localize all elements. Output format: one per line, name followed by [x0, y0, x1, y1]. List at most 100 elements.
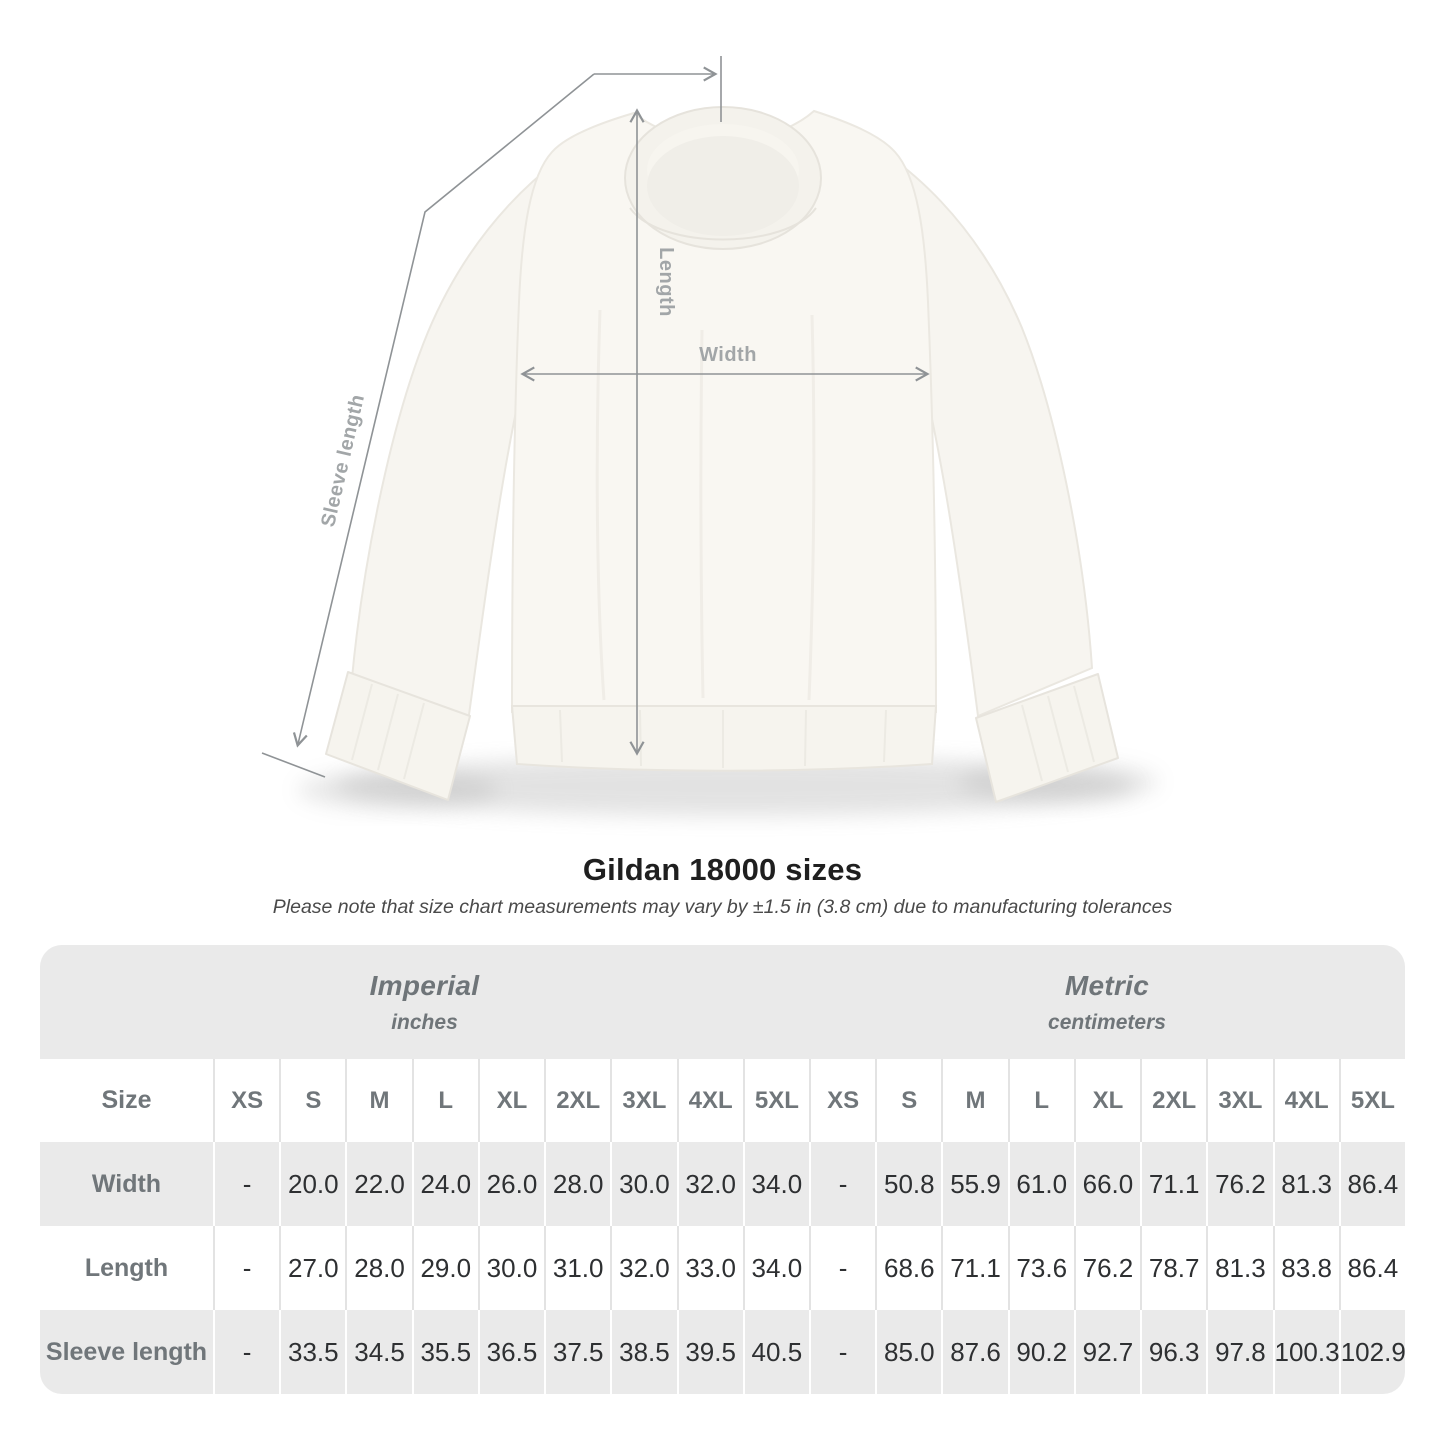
size-table: Imperial inches Metric centimeters Size …	[40, 945, 1406, 1394]
size-table-container: Imperial inches Metric centimeters Size …	[40, 945, 1406, 1394]
size-cell: 28.0	[345, 1226, 412, 1310]
size-cell: 96.3	[1140, 1310, 1207, 1394]
size-col-header: 5XL	[742, 1059, 809, 1142]
size-cell: 85.0	[875, 1310, 942, 1394]
size-cell: 28.0	[544, 1142, 611, 1226]
size-cell: 26.0	[477, 1142, 545, 1226]
size-cell: -	[213, 1310, 280, 1394]
size-cell: 102.9	[1338, 1310, 1406, 1394]
table-row-length: Length - 27.0 28.0 29.0 30.0 31.0 32.0 3…	[40, 1226, 1405, 1310]
table-row-sleeve-length: Sleeve length - 33.5 34.5 35.5 36.5 37.5…	[40, 1310, 1406, 1394]
unit-header-row: Imperial inches Metric centimeters	[40, 945, 1405, 1059]
size-cell: 76.2	[1206, 1142, 1273, 1226]
size-col-header: L	[1007, 1059, 1074, 1142]
size-cell: 30.0	[477, 1226, 545, 1310]
tolerance-note: Please note that size chart measurements…	[272, 896, 1173, 918]
size-cell: 31.0	[544, 1226, 611, 1310]
size-cell: 24.0	[411, 1142, 478, 1226]
page-title: Gildan 18000 sizes	[582, 852, 863, 887]
sweatshirt-measurement-diagram: Length Width Sleeve length	[261, 56, 1158, 816]
size-cell: -	[808, 1142, 876, 1226]
size-cell: 81.3	[1272, 1142, 1339, 1226]
size-col-header: S	[279, 1059, 346, 1142]
size-col-header: XL	[1073, 1059, 1141, 1142]
length-label: Length	[655, 247, 677, 317]
size-col-header: 2XL	[1140, 1059, 1207, 1142]
size-cell: 81.3	[1206, 1226, 1273, 1310]
size-cell: 73.6	[1007, 1226, 1074, 1310]
size-cell: 34.5	[345, 1310, 412, 1394]
size-cell: 86.4	[1338, 1226, 1405, 1310]
size-cell: 20.0	[279, 1142, 346, 1226]
size-cell: 34.0	[742, 1226, 809, 1310]
size-cell: 34.0	[742, 1142, 809, 1226]
size-header-row: Size XS S M L XL 2XL 3XL 4XL 5XL XS S M …	[40, 1059, 1405, 1142]
size-cell: 71.1	[941, 1226, 1008, 1310]
size-col-header: 4XL	[676, 1059, 743, 1142]
width-label: Width	[699, 344, 757, 366]
size-cell: 87.6	[941, 1310, 1008, 1394]
size-col-header: 5XL	[1338, 1059, 1405, 1142]
size-cell: 90.2	[1007, 1310, 1074, 1394]
table-row-width: Width - 20.0 22.0 24.0 26.0 28.0 30.0 32…	[40, 1142, 1405, 1226]
size-col-header: 2XL	[544, 1059, 611, 1142]
size-col-header: 3XL	[610, 1059, 677, 1142]
size-col-header: XL	[477, 1059, 545, 1142]
row-label: Length	[40, 1226, 213, 1310]
sleeve-length-label: Sleeve length	[317, 392, 369, 529]
size-cell: -	[808, 1310, 876, 1394]
size-col-header: M	[941, 1059, 1008, 1142]
size-cell: -	[213, 1142, 280, 1226]
size-col-header: S	[875, 1059, 942, 1142]
row-label: Sleeve length	[40, 1310, 213, 1394]
imperial-header: Imperial inches	[40, 945, 809, 1059]
metric-header: Metric centimeters	[808, 945, 1405, 1059]
size-cell: 37.5	[544, 1310, 611, 1394]
size-col-header: M	[345, 1059, 412, 1142]
size-cell: -	[808, 1226, 876, 1310]
size-cell: 92.7	[1073, 1310, 1141, 1394]
size-cell: 29.0	[411, 1226, 478, 1310]
size-cell: 38.5	[610, 1310, 677, 1394]
size-col-header: 4XL	[1272, 1059, 1339, 1142]
size-cell: 83.8	[1272, 1226, 1339, 1310]
sleeve-length-arrow	[292, 73, 595, 748]
sleeve-end-tick	[261, 752, 326, 778]
sweatshirt-image	[325, 106, 1119, 803]
size-cell: 32.0	[676, 1142, 743, 1226]
size-cell: 22.0	[345, 1142, 412, 1226]
size-cell: 35.5	[411, 1310, 478, 1394]
size-col-header: 3XL	[1206, 1059, 1273, 1142]
row-label: Width	[40, 1142, 213, 1226]
size-cell: 55.9	[941, 1142, 1008, 1226]
size-cell: 39.5	[676, 1310, 743, 1394]
size-cell: 66.0	[1073, 1142, 1141, 1226]
size-cell: 30.0	[610, 1142, 677, 1226]
size-cell: 71.1	[1140, 1142, 1207, 1226]
size-cell: 50.8	[875, 1142, 942, 1226]
size-cell: 86.4	[1338, 1142, 1405, 1226]
size-header-cell: Size	[40, 1059, 213, 1142]
garment-figure: Length Width Sleeve length	[261, 56, 1158, 816]
imperial-label: Imperial	[369, 969, 480, 1001]
size-cell: 40.5	[742, 1310, 809, 1394]
imperial-unit: inches	[391, 1010, 458, 1034]
size-cell: 68.6	[875, 1226, 942, 1310]
size-col-header: L	[411, 1059, 478, 1142]
size-cell: 33.5	[279, 1310, 346, 1394]
size-cell: 33.0	[676, 1226, 743, 1310]
size-col-header: XS	[213, 1059, 280, 1142]
size-cell: 76.2	[1073, 1226, 1141, 1310]
size-cell: 32.0	[610, 1226, 677, 1310]
size-cell: 97.8	[1206, 1310, 1273, 1394]
size-cell: 100.3	[1272, 1310, 1340, 1394]
size-cell: 27.0	[279, 1226, 346, 1310]
size-cell: 61.0	[1007, 1142, 1074, 1226]
size-cell: -	[213, 1226, 280, 1310]
size-cell: 78.7	[1140, 1226, 1207, 1310]
metric-unit: centimeters	[1048, 1010, 1166, 1034]
size-cell: 36.5	[477, 1310, 545, 1394]
size-col-header: XS	[808, 1059, 876, 1142]
metric-label: Metric	[1064, 969, 1150, 1001]
